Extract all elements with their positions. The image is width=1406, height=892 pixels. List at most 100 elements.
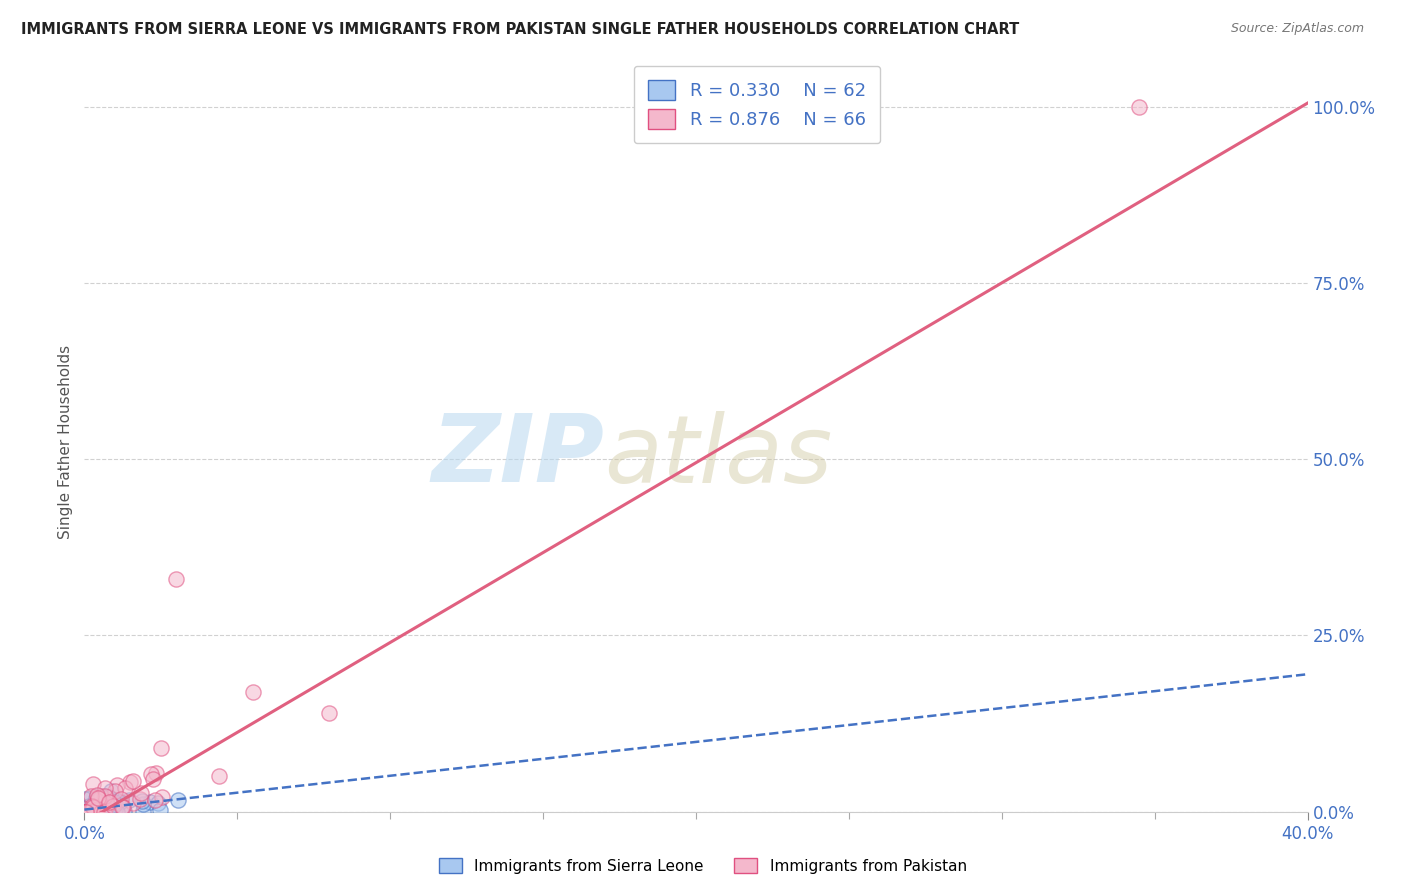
Point xyxy=(208,769,231,783)
Point xyxy=(114,780,136,795)
Point xyxy=(84,805,107,819)
Point xyxy=(73,805,96,819)
Point xyxy=(94,800,117,814)
Point xyxy=(79,805,101,819)
Point xyxy=(73,792,96,806)
Point xyxy=(118,793,141,807)
Point xyxy=(90,805,112,819)
Point xyxy=(139,766,162,780)
Point xyxy=(73,802,96,816)
Point xyxy=(77,805,100,819)
Point xyxy=(111,799,134,814)
Point xyxy=(104,796,127,810)
Point xyxy=(82,801,104,815)
Point xyxy=(86,805,108,819)
Point xyxy=(103,796,125,810)
Point xyxy=(76,805,98,819)
Point xyxy=(104,784,127,798)
Point xyxy=(82,804,104,818)
Point xyxy=(132,797,155,812)
Point xyxy=(75,803,97,817)
Point xyxy=(128,792,150,806)
Point xyxy=(143,793,166,807)
Point xyxy=(75,805,97,819)
Point xyxy=(149,803,172,817)
Point xyxy=(139,795,162,809)
Point xyxy=(86,805,108,819)
Point xyxy=(76,805,98,819)
Point xyxy=(107,792,129,806)
Point xyxy=(77,805,100,819)
Point xyxy=(132,805,155,819)
Point xyxy=(75,805,97,819)
Point xyxy=(98,795,121,809)
Point xyxy=(121,774,143,789)
Point xyxy=(75,805,97,819)
Point xyxy=(84,805,107,819)
Point xyxy=(79,791,101,805)
Point xyxy=(94,789,117,804)
Point xyxy=(94,802,117,816)
Point xyxy=(75,805,97,819)
Point xyxy=(73,805,96,819)
Point xyxy=(318,706,340,720)
Point xyxy=(93,805,115,819)
Point xyxy=(1128,100,1150,114)
Point xyxy=(77,805,100,819)
Point xyxy=(104,797,127,812)
Point xyxy=(83,805,105,819)
Point xyxy=(84,804,107,818)
Point xyxy=(87,805,110,819)
Point xyxy=(82,799,104,814)
Point xyxy=(80,802,103,816)
Point xyxy=(75,805,97,819)
Point xyxy=(112,805,135,819)
Point xyxy=(98,789,121,804)
Point xyxy=(86,791,108,805)
Point xyxy=(110,792,132,806)
Point xyxy=(122,796,145,810)
Point xyxy=(87,805,110,819)
Point xyxy=(166,793,188,807)
Point xyxy=(131,793,153,807)
Point xyxy=(80,798,103,813)
Point xyxy=(96,789,118,804)
Point xyxy=(91,796,114,810)
Point xyxy=(103,799,125,814)
Point xyxy=(149,741,172,756)
Point xyxy=(75,805,97,819)
Point xyxy=(90,789,112,803)
Point xyxy=(82,802,104,816)
Point xyxy=(89,805,111,819)
Point xyxy=(86,789,108,803)
Point xyxy=(75,805,97,819)
Point xyxy=(165,572,187,586)
Point xyxy=(146,796,169,810)
Point xyxy=(80,799,103,814)
Point xyxy=(73,805,96,819)
Point xyxy=(90,805,112,819)
Point xyxy=(84,802,107,816)
Point xyxy=(145,766,167,780)
Point xyxy=(93,780,115,795)
Point xyxy=(129,786,152,800)
Legend: R = 0.330    N = 62, R = 0.876    N = 66: R = 0.330 N = 62, R = 0.876 N = 66 xyxy=(634,66,880,144)
Text: atlas: atlas xyxy=(605,411,832,502)
Point xyxy=(79,803,101,817)
Point xyxy=(89,803,111,817)
Point xyxy=(86,789,108,804)
Point xyxy=(242,685,264,699)
Point xyxy=(90,789,112,804)
Point xyxy=(93,795,115,809)
Y-axis label: Single Father Households: Single Father Households xyxy=(58,344,73,539)
Point xyxy=(98,797,121,811)
Point xyxy=(87,797,110,812)
Point xyxy=(108,795,131,809)
Point xyxy=(118,774,141,789)
Point xyxy=(111,799,134,814)
Text: ZIP: ZIP xyxy=(432,410,605,502)
Point xyxy=(100,797,122,811)
Point xyxy=(89,791,111,805)
Point xyxy=(101,798,124,813)
Legend: Immigrants from Sierra Leone, Immigrants from Pakistan: Immigrants from Sierra Leone, Immigrants… xyxy=(433,852,973,880)
